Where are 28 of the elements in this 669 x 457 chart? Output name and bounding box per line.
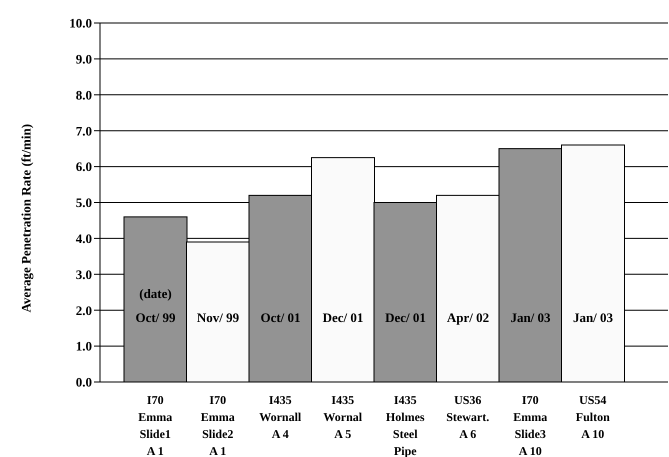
- data-label: Nov/ 99: [196, 310, 240, 325]
- y-tick-label: 2.0: [76, 302, 92, 318]
- x-tick-label: I435 Wornall A 4: [259, 393, 302, 441]
- x-tick-label: US54 Fulton A 10: [576, 393, 610, 441]
- y-tick-label: 9.0: [76, 52, 92, 67]
- y-tick-label: 7.0: [76, 123, 92, 138]
- y-tick-label: 0.0: [76, 374, 92, 390]
- data-label: Jan/ 03: [572, 310, 614, 325]
- data-label: Dec/ 01: [322, 310, 364, 325]
- data-label: Jan/ 03: [510, 310, 552, 325]
- x-tick-label: I70 Emma Slide1 A 1: [138, 393, 172, 457]
- x-tick-label: I70 Emma Slide3 A 10: [513, 393, 548, 457]
- data-label: Dec/ 01: [385, 310, 426, 325]
- x-tick-label: I435 Wornal A 5: [323, 393, 363, 441]
- x-tick-label: I70 Emma Slide2 A 1: [200, 393, 235, 457]
- data-label: Oct/ 99: [135, 310, 176, 325]
- x-tick-label: US36 Stewart. A 6: [446, 393, 490, 441]
- y-tick-label: 4.0: [76, 231, 92, 246]
- annotation: (date): [139, 286, 172, 301]
- data-label: Apr/ 02: [446, 310, 490, 325]
- y-axis-title: Average Penetration Rate (ft/min): [18, 124, 34, 312]
- y-tick-label: 1.0: [76, 338, 92, 354]
- y-tick-label: 10.0: [69, 16, 92, 31]
- data-label: Oct/ 01: [260, 310, 301, 325]
- y-tick-label: 6.0: [76, 159, 92, 174]
- y-tick-label: 8.0: [76, 87, 92, 102]
- y-tick-label: 5.0: [76, 195, 92, 210]
- y-tick-label: 3.0: [76, 266, 92, 282]
